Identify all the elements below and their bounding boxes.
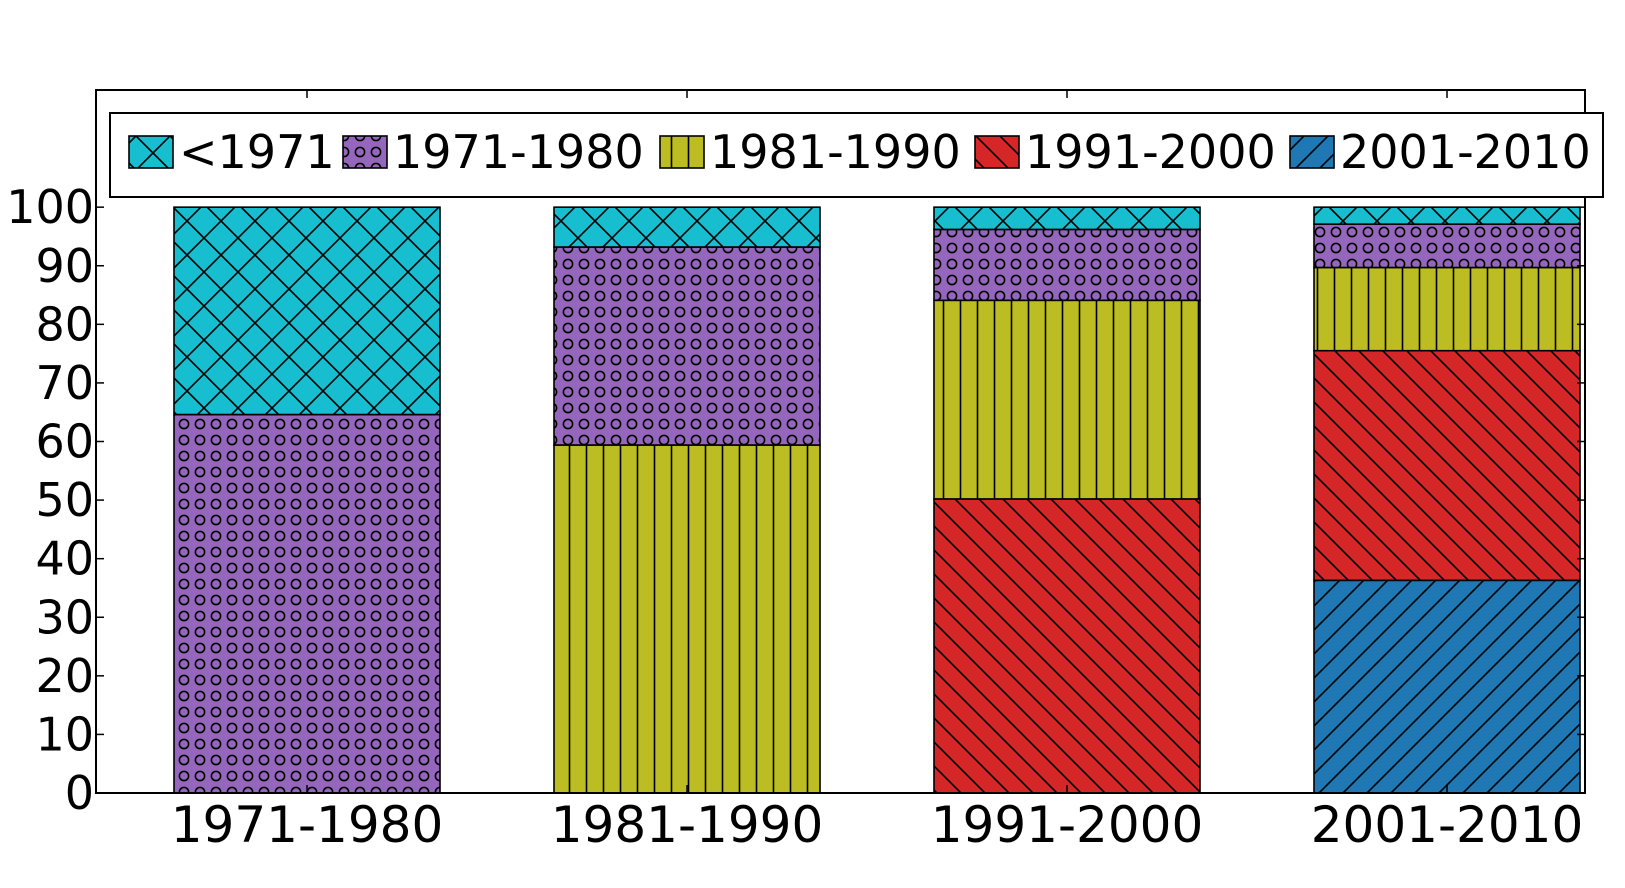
- bar-segment: [173, 413, 441, 794]
- bar-segment: [553, 246, 821, 446]
- legend-label: <1971: [179, 125, 335, 179]
- bar-segment: [553, 444, 821, 794]
- y-tick-label: 0: [65, 766, 94, 820]
- legend-label: 1991-2000: [1025, 125, 1276, 179]
- bar-segment: [1313, 223, 1581, 269]
- legend-swatch: [128, 135, 174, 169]
- bar-group-2001-2010: [1313, 206, 1581, 794]
- legend-swatch: [1289, 135, 1335, 169]
- bar-segment: [1313, 349, 1581, 582]
- x-tick-label: 1981-1990: [551, 796, 824, 854]
- y-tick-label: 40: [35, 532, 94, 586]
- legend-swatch: [974, 135, 1020, 169]
- y-tick-label: 100: [6, 180, 94, 234]
- y-tick-label: 10: [35, 707, 94, 761]
- legend-label: 1971-1980: [393, 125, 644, 179]
- legend-label: 2001-2010: [1340, 125, 1591, 179]
- y-tick-label: 90: [35, 239, 94, 293]
- legend-label: 1981-1990: [710, 125, 961, 179]
- bar-segment: [553, 206, 821, 248]
- y-tick-label: 80: [35, 297, 94, 351]
- x-tick-label: 2001-2010: [1311, 796, 1584, 854]
- bar-segment: [933, 299, 1201, 500]
- y-tick-label: 20: [35, 649, 94, 703]
- bar-segment: [1313, 579, 1581, 794]
- y-tick-label: 50: [35, 473, 94, 527]
- bar-segment: [933, 498, 1201, 794]
- x-tick-label: 1971-1980: [171, 796, 444, 854]
- legend-entry: <1971: [128, 125, 335, 179]
- bar-group-1981-1990: [553, 206, 821, 794]
- legend: <1971 1971-1980 1981-1990 1991-2000 2001-201…: [109, 112, 1604, 198]
- bar-segment: [1313, 206, 1581, 225]
- bar-segment: [933, 206, 1201, 231]
- legend-entry: 1971-1980: [342, 125, 644, 179]
- x-tick-label: 1991-2000: [931, 796, 1204, 854]
- bar-segment: [1313, 266, 1581, 352]
- bar-group-1971-1980: [173, 206, 441, 794]
- legend-entry: 1981-1990: [659, 125, 961, 179]
- y-tick-label: 60: [35, 415, 94, 469]
- legend-swatch: [342, 135, 388, 169]
- legend-entry: 1991-2000: [974, 125, 1276, 179]
- bar-segment: [933, 228, 1201, 302]
- y-tick-label: 70: [35, 356, 94, 410]
- y-tick-label: 30: [35, 590, 94, 644]
- legend-entry: 2001-2010: [1289, 125, 1591, 179]
- bar-group-1991-2000: [933, 206, 1201, 794]
- legend-swatch: [659, 135, 705, 169]
- bars-layer: [173, 206, 1581, 794]
- bar-segment: [173, 206, 441, 416]
